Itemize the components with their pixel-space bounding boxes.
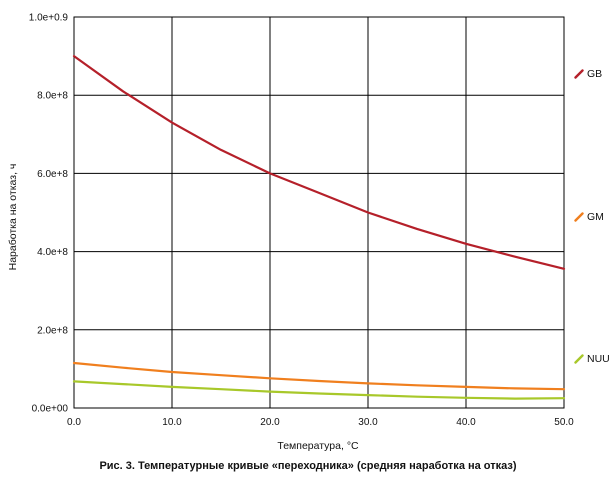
x-tick-label: 50.0 (554, 417, 574, 428)
legend-swatch-nuu (574, 354, 584, 364)
x-tick-label: 40.0 (456, 417, 476, 428)
x-axis-title: Температура, °C (277, 440, 359, 452)
legend-label: GM (587, 211, 604, 223)
legend-swatch-gb (574, 69, 584, 79)
legend-swatch-gm (574, 212, 584, 222)
x-tick-label: 20.0 (260, 417, 280, 428)
y-axis-title: Наработка на отказ, ч (7, 164, 19, 271)
legend-item-nuu: NUU (574, 353, 610, 365)
legend-label: GB (587, 68, 603, 80)
legend-item-gb: GB (574, 68, 602, 80)
series-line-nuu (72, 380, 566, 400)
legend-label: NUU (587, 353, 610, 365)
legend-item-gm: GM (574, 211, 604, 223)
y-tick-label: 4.0e+8 (37, 247, 68, 258)
x-tick-label: 0.0 (67, 417, 81, 428)
plot-frame (73, 16, 565, 409)
line-chart: 0.0 10.0 20.0 30.0 40.0 50.0 0.0e+00 2.0e+8 4.0e… (7, 13, 574, 453)
x-tick-label: 30.0 (358, 417, 378, 428)
x-tick-label: 10.0 (162, 417, 182, 428)
y-tick-label: 8.0e+8 (37, 91, 68, 102)
y-tick-label: 2.0e+8 (37, 325, 68, 336)
series-line-gb (72, 54, 566, 270)
figure-caption: Рис. 3. Температурные кривые «переходник… (99, 460, 517, 472)
y-tick-label: 0.0e+00 (32, 404, 69, 415)
y-tick-label: 1.0e+0.9 (29, 13, 69, 24)
series-line-gm (72, 361, 566, 391)
y-tick-label: 6.0e+8 (37, 169, 68, 180)
